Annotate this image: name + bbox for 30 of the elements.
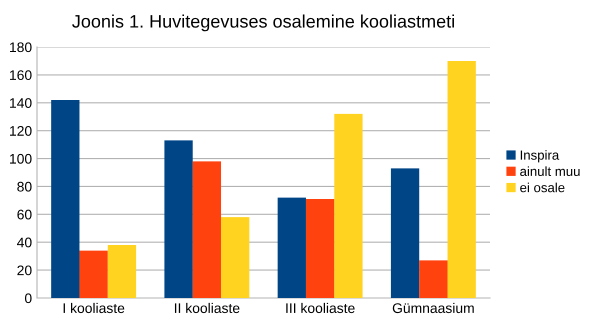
y-tick-label: 120 [10, 126, 32, 136]
y-tick-label: 80 [17, 182, 32, 192]
bar [278, 198, 306, 298]
bar [419, 260, 448, 298]
chart-title: Joonis 1. Huvitegevuses osalemine kooliastmeti [72, 14, 454, 32]
bar [192, 161, 222, 298]
bar [306, 198, 334, 298]
y-tick-label: 0 [24, 293, 32, 304]
bar [108, 245, 136, 298]
x-tick-label: Gümnaasium [392, 302, 474, 314]
y-tick-label: 160 [10, 70, 32, 80]
x-tick-label: III kooliaste [286, 302, 355, 314]
bar [51, 100, 80, 298]
bar [164, 140, 193, 298]
x-tick-label: I kooliaste [64, 302, 124, 314]
y-tick-label: 20 [17, 265, 32, 276]
bar [79, 250, 108, 298]
bar [448, 60, 476, 298]
legend-label: ainult muu [520, 166, 580, 176]
y-tick-label: 100 [10, 154, 32, 164]
bar [390, 168, 420, 298]
legend-label: Inspira [520, 150, 560, 162]
y-tick-label: 180 [10, 42, 32, 52]
bar [334, 114, 363, 298]
legend-label: ei osale [520, 182, 564, 192]
y-tick-label: 40 [17, 238, 32, 248]
y-tick-label: 140 [10, 98, 32, 108]
y-tick-label: 60 [17, 210, 32, 220]
x-tick-label: II kooliaste [174, 302, 240, 314]
bar [221, 217, 250, 298]
